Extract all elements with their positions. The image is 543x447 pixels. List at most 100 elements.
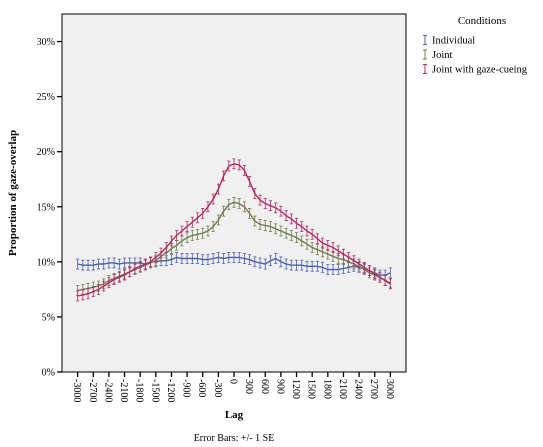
error-bar xyxy=(279,256,283,268)
x-tick-label: 1800 xyxy=(321,379,332,399)
y-tick-label: 0% xyxy=(42,368,55,379)
x-tick-label: 2700 xyxy=(368,379,379,399)
legend-label: Individual xyxy=(432,36,475,47)
error-bar xyxy=(195,228,200,240)
error-bar xyxy=(149,256,153,268)
error-bar xyxy=(169,254,174,266)
error-bar xyxy=(107,277,111,289)
error-bar xyxy=(289,230,293,241)
legend-item: Joint xyxy=(423,49,453,61)
error-bar xyxy=(347,252,351,263)
error-bar xyxy=(201,227,205,239)
error-bar xyxy=(315,260,319,272)
error-bar xyxy=(242,201,247,213)
error-bar xyxy=(143,258,147,270)
x-tick-label: 900 xyxy=(274,379,285,394)
error-bar xyxy=(138,260,142,272)
x-tick-label: -600 xyxy=(196,379,207,397)
x-tick-label: -1500 xyxy=(149,379,160,402)
legend-item: Joint with gaze-cueing xyxy=(423,64,528,76)
error-bar xyxy=(310,260,314,272)
error-bar xyxy=(122,269,127,281)
x-tick-label: 600 xyxy=(259,379,270,394)
x-tick-label: -3000 xyxy=(71,379,82,402)
error-bar xyxy=(294,259,299,271)
legend-title: Conditions xyxy=(458,15,506,27)
error-bar xyxy=(248,208,252,219)
x-tick-label: 1200 xyxy=(290,379,301,399)
x-tick-label: 300 xyxy=(243,379,254,394)
legend: Conditions Individual Joint Joint with gaz… xyxy=(423,15,528,76)
y-tick-label: 30% xyxy=(37,37,55,48)
error-bar xyxy=(331,264,335,275)
error-bar xyxy=(258,257,262,269)
error-bar xyxy=(206,254,210,266)
error-bar xyxy=(253,256,257,268)
error-bar xyxy=(263,220,267,231)
error-bar xyxy=(341,248,346,260)
error-bar xyxy=(201,254,205,266)
y-tick-label: 15% xyxy=(37,202,55,213)
error-bar xyxy=(206,225,210,237)
error-bar xyxy=(367,265,372,277)
error-bar xyxy=(76,258,80,270)
error-bar xyxy=(81,289,85,301)
error-bar xyxy=(102,280,106,292)
error-bar xyxy=(274,223,278,235)
y-axis-title: Proportion of gaze-overlap xyxy=(7,130,19,256)
error-bar xyxy=(274,202,278,214)
error-bar xyxy=(180,253,184,264)
error-bar xyxy=(117,271,121,283)
error-bar xyxy=(221,170,226,182)
error-bar xyxy=(300,259,304,271)
error-bar xyxy=(248,176,252,187)
error-bar-legend-icon xyxy=(423,64,427,74)
error-bar xyxy=(86,259,90,271)
error-bar xyxy=(122,257,127,269)
error-bar xyxy=(237,198,241,209)
error-bar xyxy=(284,258,288,270)
error-bar xyxy=(258,194,262,206)
error-bar xyxy=(305,238,309,250)
error-bar xyxy=(289,213,293,225)
x-tick-label: -1800 xyxy=(134,379,145,402)
error-bar xyxy=(300,235,304,247)
error-bar xyxy=(268,255,273,267)
x-tick-label: 3000 xyxy=(384,379,395,399)
error-bar xyxy=(216,183,220,195)
error-bar xyxy=(175,252,179,263)
error-bar xyxy=(211,253,215,264)
x-tick-label: -300 xyxy=(212,379,223,397)
error-bar-legend-icon xyxy=(423,35,427,45)
legend-label: Joint xyxy=(432,50,453,61)
error-bar xyxy=(86,288,90,300)
error-bar xyxy=(185,253,189,264)
error-bar xyxy=(352,255,356,267)
error-bar xyxy=(180,225,184,237)
error-bar xyxy=(248,254,252,266)
error-bar xyxy=(253,188,257,199)
legend-item: Individual xyxy=(423,35,475,47)
x-tick-label: 2100 xyxy=(337,379,348,399)
error-bar xyxy=(206,201,210,213)
error-bar xyxy=(201,208,205,219)
error-bar xyxy=(242,253,247,264)
error-bar xyxy=(294,217,299,229)
error-bar xyxy=(133,263,137,274)
error-bar xyxy=(232,197,236,208)
x-tick-label: -2400 xyxy=(102,379,113,402)
error-bar xyxy=(263,198,267,209)
error-bar xyxy=(76,290,80,302)
error-bar xyxy=(268,221,273,232)
error-bar xyxy=(326,239,330,251)
error-bar xyxy=(81,259,85,271)
error-bar-footnote: Error Bars: +/- 1 SE xyxy=(194,433,275,444)
error-bar xyxy=(190,216,194,228)
error-bar xyxy=(164,242,168,253)
series-layer xyxy=(76,158,392,302)
x-axis-title: Lag xyxy=(225,409,244,421)
error-bar xyxy=(211,193,215,205)
x-axis: -3000 -2700 -2400 -2100 -1800 -1500 -1200 -900-… xyxy=(71,372,395,402)
error-bar xyxy=(221,205,226,217)
error-bar xyxy=(336,264,340,275)
